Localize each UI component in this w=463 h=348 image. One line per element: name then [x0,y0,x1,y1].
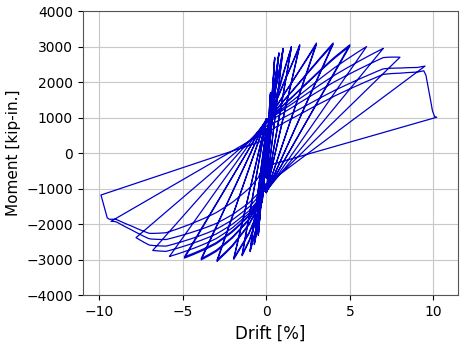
X-axis label: Drift [%]: Drift [%] [235,324,305,342]
Y-axis label: Moment [kip-in.]: Moment [kip-in.] [6,90,20,216]
